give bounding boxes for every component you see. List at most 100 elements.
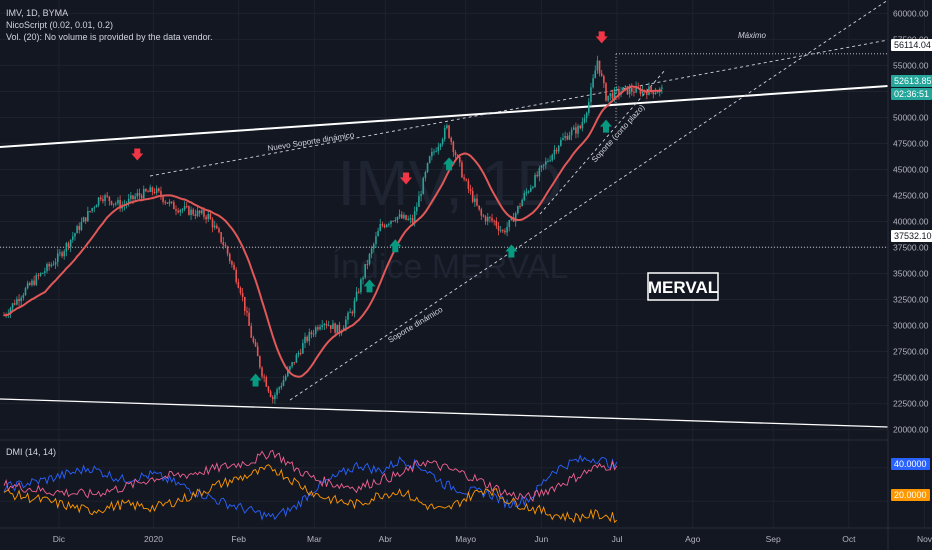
candle-body — [542, 164, 545, 166]
candle-body — [244, 296, 246, 311]
price-tick-label: 40000.00 — [893, 217, 929, 227]
trendline-resistance — [0, 85, 889, 148]
time-tick-label: Dic — [53, 534, 66, 544]
candle-body — [547, 161, 549, 163]
candle-body — [76, 226, 78, 234]
moving-average-line — [3, 85, 663, 378]
candle-body — [654, 92, 657, 95]
candle-body — [641, 89, 644, 94]
arrow-down-icon — [400, 172, 413, 185]
candle-body — [170, 201, 173, 203]
watermark-ticker: IMV, 1D — [337, 147, 562, 219]
time-tick-label: Jul — [612, 534, 623, 544]
candle-body — [568, 135, 571, 140]
price-tick-label: 32500.00 — [893, 295, 929, 305]
candle-body — [353, 300, 356, 314]
dmi-blue-badge: 40.0000 — [891, 458, 930, 470]
dmi-legend[interactable]: DMI (14, 14) — [6, 447, 57, 457]
candle-body — [321, 324, 323, 327]
candle-body — [153, 191, 156, 193]
candle-body — [310, 332, 313, 335]
candle-body — [132, 195, 134, 200]
price-tick-label: 20000.00 — [893, 425, 929, 435]
candle-body — [16, 298, 18, 305]
candle-body — [497, 226, 500, 231]
candle-body — [289, 366, 291, 370]
candle-body — [519, 206, 521, 208]
candle-body — [562, 137, 564, 140]
candle-body — [54, 262, 57, 265]
candle-body — [282, 380, 285, 386]
candle-body — [271, 396, 274, 400]
candle-body — [115, 203, 117, 205]
candle-body — [231, 261, 233, 265]
candle-body — [173, 202, 175, 210]
legend-indicator-nicoscript[interactable]: NicoScript (0.02, 0.01, 0.2) — [6, 20, 114, 30]
candle-body — [207, 214, 210, 220]
candle-body — [570, 129, 573, 136]
candle-body — [241, 292, 244, 297]
candle-body — [385, 224, 388, 228]
candle-body — [441, 139, 444, 145]
signal-arrows — [131, 31, 612, 387]
price-axis[interactable]: 60000.0057500.0055000.0052500.0050000.00… — [893, 8, 929, 434]
candle-body — [459, 156, 461, 163]
candle-body — [89, 211, 91, 213]
candle-body — [514, 213, 517, 222]
candle-body — [484, 216, 487, 222]
candle-body — [585, 112, 588, 119]
candle-body — [420, 194, 422, 197]
candle-body — [59, 252, 61, 254]
candle-body — [314, 327, 317, 334]
merval-box — [647, 272, 719, 301]
candle-body — [31, 280, 33, 285]
candle-body — [265, 377, 268, 387]
candle-body — [228, 253, 231, 262]
candle-body — [280, 385, 283, 388]
countdown-badge: 02:36:51 — [891, 88, 932, 100]
candle-body — [609, 93, 612, 96]
candle-body — [119, 200, 121, 209]
candle-body — [448, 125, 450, 138]
candle-body — [499, 230, 502, 232]
candle-body — [566, 136, 569, 140]
candle-body — [13, 303, 16, 305]
maximo-price-badge: 56114.04 — [891, 39, 932, 51]
candle-body — [579, 125, 581, 129]
candle-body — [136, 193, 139, 197]
candle-body — [364, 264, 366, 278]
candle-body — [74, 233, 76, 237]
candle-body — [216, 225, 218, 229]
candle-body — [598, 60, 601, 74]
candle-body — [572, 127, 575, 130]
candle-body — [192, 209, 194, 215]
candle-body — [267, 386, 270, 392]
price-tick-label: 30000.00 — [893, 321, 929, 331]
legend-symbol[interactable]: IMV, 1D, BYMA — [6, 8, 69, 18]
candle-body — [416, 206, 418, 212]
candle-body — [323, 324, 326, 326]
legend-indicator-volume[interactable]: Vol. (20): No volume is provided by the … — [6, 32, 213, 42]
candle-body — [9, 308, 12, 314]
candle-body — [304, 336, 306, 344]
candle-body — [411, 218, 414, 223]
candle-body — [603, 75, 605, 84]
candle-body — [117, 200, 119, 204]
candle-body — [594, 70, 597, 79]
candle-body — [147, 191, 149, 193]
candle-body — [504, 230, 506, 233]
candle-body — [536, 174, 538, 177]
candle-body — [332, 323, 334, 329]
candle-body — [67, 243, 70, 247]
candle-body — [480, 209, 483, 216]
price-tick-label: 42500.00 — [893, 190, 929, 200]
candle-body — [319, 326, 321, 330]
candle-body — [426, 162, 429, 173]
candle-body — [560, 139, 562, 146]
candle-body — [166, 202, 169, 204]
trendline-nuevo-soporte — [149, 39, 889, 177]
candle-body — [183, 206, 186, 210]
candle-body — [450, 137, 452, 142]
time-axis[interactable]: Dic 2020 Feb Mar Abr Mayo Jun Jul Ago Sep Oct Nov — [53, 534, 932, 544]
